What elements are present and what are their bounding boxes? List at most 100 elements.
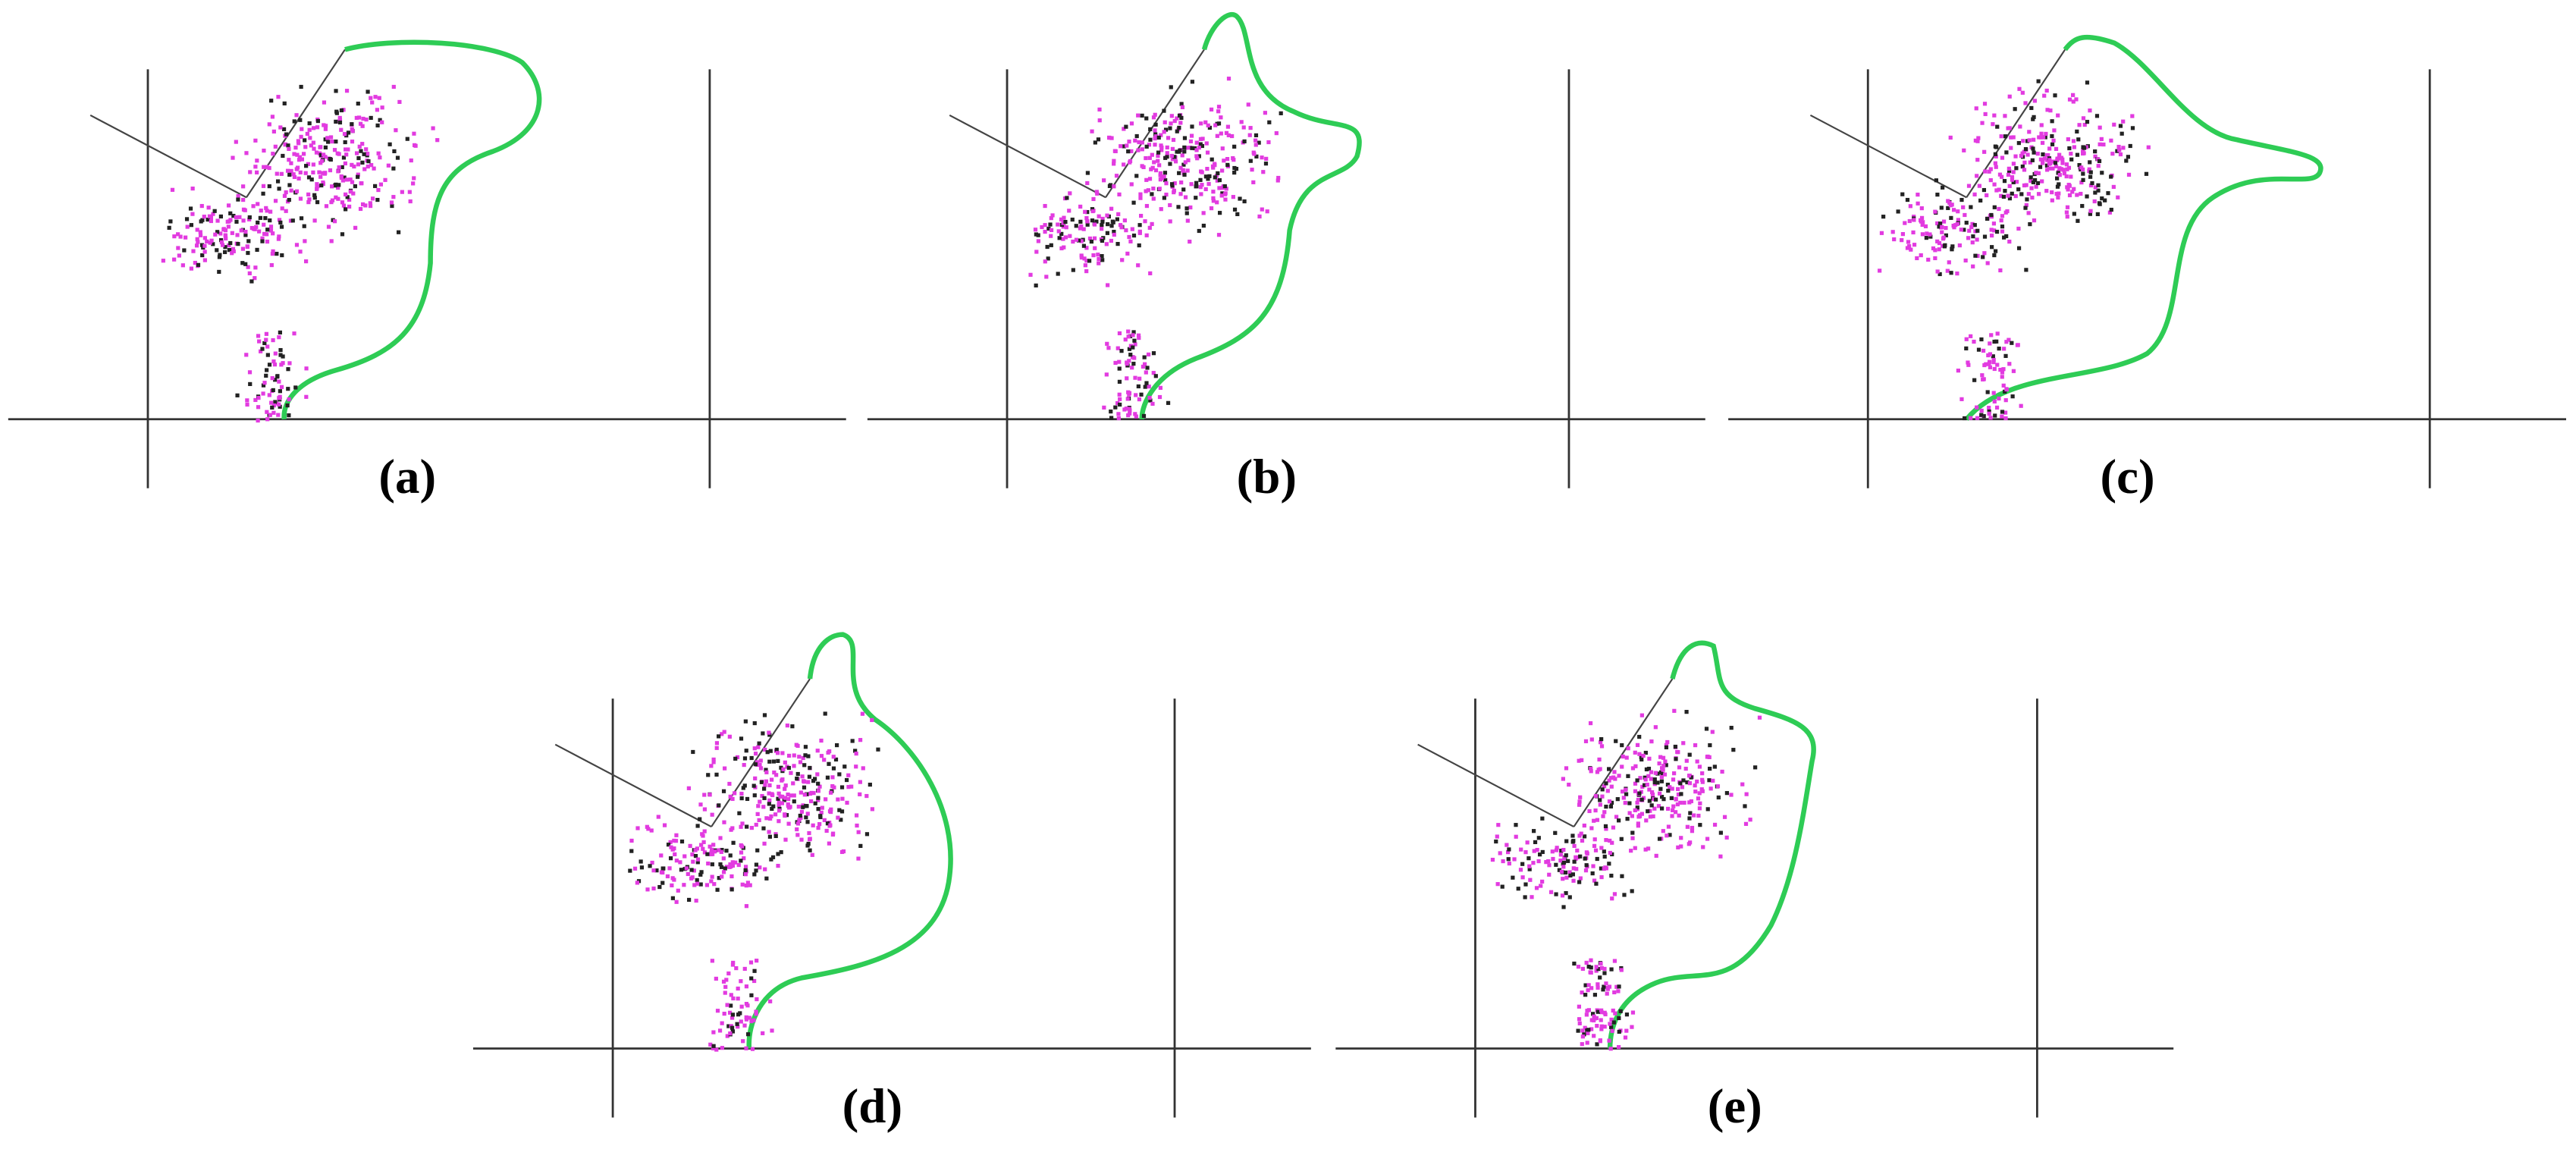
point xyxy=(1991,359,1996,365)
point xyxy=(758,766,764,771)
point xyxy=(742,1023,747,1028)
point xyxy=(1129,182,1134,187)
point xyxy=(2031,146,2035,151)
point xyxy=(2020,164,2025,169)
point xyxy=(251,204,256,209)
point xyxy=(1252,152,1257,156)
point xyxy=(1185,218,1190,223)
point xyxy=(1994,154,1998,159)
point xyxy=(1235,212,1240,216)
point xyxy=(1964,337,1969,341)
point xyxy=(846,785,851,790)
point xyxy=(730,1025,735,1030)
point xyxy=(1223,197,1228,202)
point xyxy=(731,960,736,965)
point xyxy=(1117,331,1122,336)
point xyxy=(1071,268,1075,272)
point xyxy=(1991,354,1995,359)
point xyxy=(1919,206,1924,211)
point xyxy=(728,853,733,858)
point xyxy=(1142,355,1147,359)
point xyxy=(373,95,378,99)
point xyxy=(786,753,792,758)
point xyxy=(1676,845,1680,849)
point xyxy=(2001,194,2007,199)
point xyxy=(776,852,780,856)
point xyxy=(2088,108,2092,113)
point xyxy=(757,818,761,822)
point xyxy=(1951,223,1956,228)
point xyxy=(412,176,416,181)
point xyxy=(754,868,758,873)
point xyxy=(840,796,845,801)
point xyxy=(283,142,288,146)
point xyxy=(1625,817,1630,821)
point xyxy=(1940,230,1944,234)
point xyxy=(769,857,773,862)
point xyxy=(701,840,706,845)
point xyxy=(2030,195,2035,200)
point xyxy=(255,159,259,163)
point xyxy=(635,881,639,885)
point xyxy=(1700,789,1705,793)
point xyxy=(2006,172,2011,177)
point xyxy=(1646,766,1652,771)
point xyxy=(1591,864,1595,868)
point xyxy=(694,898,698,903)
point xyxy=(256,334,261,338)
point xyxy=(1589,986,1594,990)
point xyxy=(1074,237,1079,242)
point xyxy=(376,151,381,155)
point xyxy=(1982,149,1987,154)
point xyxy=(801,755,805,761)
point xyxy=(833,757,839,762)
point xyxy=(1583,739,1589,743)
point xyxy=(1995,331,2000,336)
point xyxy=(2024,268,2028,272)
point xyxy=(804,804,808,808)
point xyxy=(811,823,815,827)
point xyxy=(2082,122,2087,127)
point xyxy=(1578,876,1583,881)
point xyxy=(1933,248,1937,253)
point xyxy=(223,245,227,250)
point xyxy=(1987,169,1991,174)
point xyxy=(1956,209,1960,214)
point xyxy=(1923,224,1928,229)
point xyxy=(347,204,352,209)
point xyxy=(223,228,228,233)
point xyxy=(689,876,694,881)
point xyxy=(294,189,300,193)
point xyxy=(292,152,297,156)
point xyxy=(346,147,350,152)
point xyxy=(1546,859,1551,864)
point xyxy=(2021,139,2025,143)
point xyxy=(1151,196,1156,201)
point xyxy=(1125,397,1130,401)
point xyxy=(1574,867,1579,871)
point xyxy=(1263,162,1269,166)
point xyxy=(1677,813,1681,818)
point xyxy=(1172,188,1176,193)
point xyxy=(1143,385,1147,389)
point xyxy=(1145,366,1150,370)
point xyxy=(1168,162,1172,166)
point xyxy=(755,848,760,852)
point xyxy=(344,152,349,157)
point xyxy=(267,184,271,189)
point xyxy=(370,100,375,105)
point xyxy=(1983,111,1988,117)
point xyxy=(1124,124,1128,129)
point xyxy=(691,859,695,864)
point xyxy=(2022,168,2027,172)
point xyxy=(783,783,788,788)
point xyxy=(195,237,199,241)
point xyxy=(1079,239,1084,243)
point xyxy=(1171,137,1176,143)
point xyxy=(268,224,274,229)
point xyxy=(2032,218,2037,223)
point xyxy=(2032,177,2038,183)
point xyxy=(648,864,652,868)
point xyxy=(1062,215,1066,220)
point xyxy=(1978,198,1983,203)
